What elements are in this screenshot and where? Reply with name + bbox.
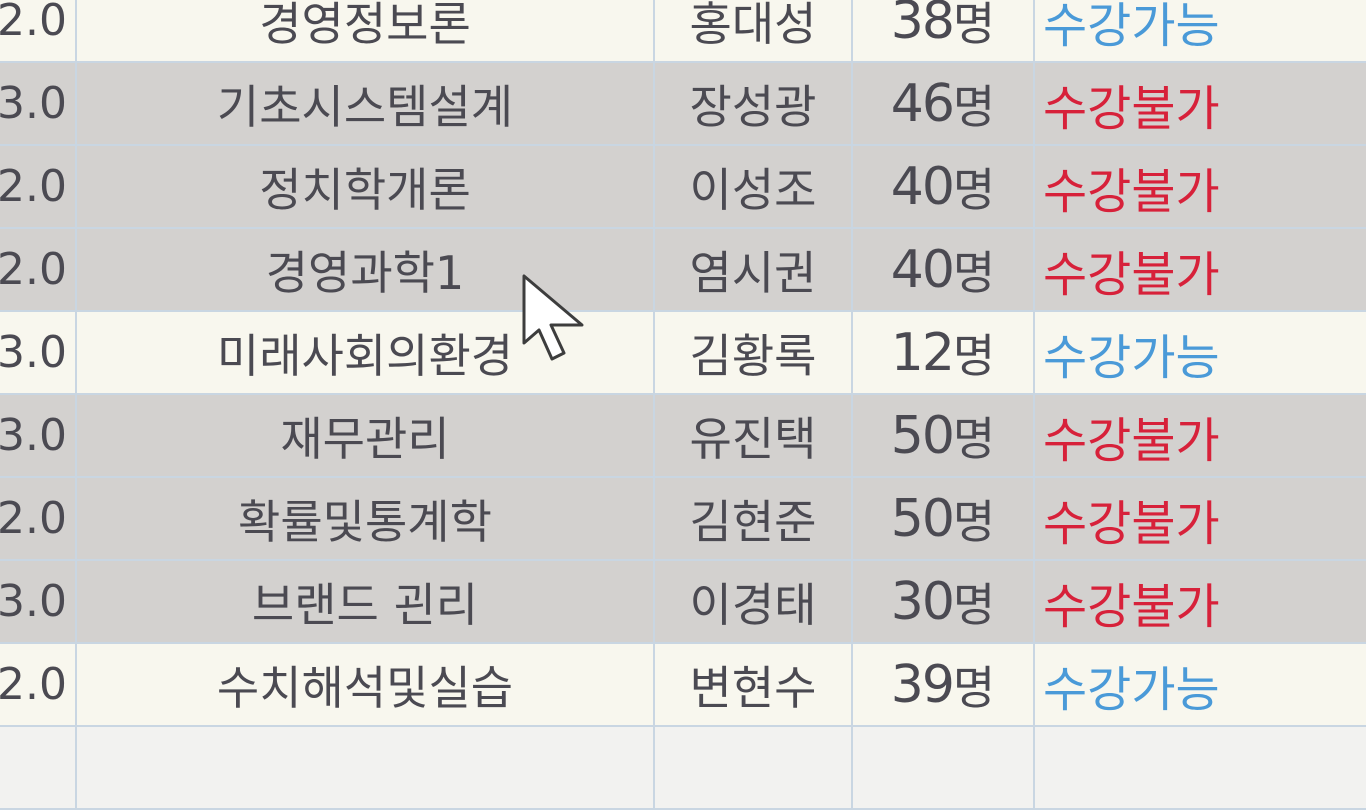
status-unavailable: 수강불가 bbox=[1043, 412, 1220, 469]
enrollment-count-cell: 38 명 bbox=[853, 0, 1035, 61]
table-row[interactable]: 2.0 경영정보론 홍대성 38 명 수강가능 bbox=[0, 0, 1366, 63]
enrollment-count-cell: 30 명 bbox=[853, 561, 1035, 642]
credit-cell: 3.0 bbox=[0, 561, 77, 642]
professor-cell: 유진택 bbox=[655, 395, 853, 476]
enrollment-count-cell: 40 명 bbox=[853, 146, 1035, 227]
professor-cell: 염시권 bbox=[655, 229, 853, 310]
enrollment-count-cell: 12 명 bbox=[853, 312, 1035, 393]
credit-cell: 2.0 bbox=[0, 478, 77, 559]
professor-cell: 홍대성 bbox=[655, 0, 853, 61]
enrollment-count-cell: 40 명 bbox=[853, 229, 1035, 310]
enrollment-count: 30 bbox=[890, 571, 955, 632]
status-unavailable: 수강불가 bbox=[1043, 578, 1220, 635]
enrollment-unit: 명 bbox=[952, 79, 996, 134]
status-available[interactable]: 수강가능 bbox=[1043, 329, 1220, 386]
status-available[interactable]: 수강가능 bbox=[1043, 0, 1220, 54]
enrollment-count: 38 bbox=[890, 0, 955, 51]
table-row[interactable]: 3.0 재무관리 유진택 50 명 수강불가 bbox=[0, 395, 1366, 478]
course-name-cell: 경영과학1 bbox=[77, 229, 655, 310]
professor-cell: 이성조 bbox=[655, 146, 853, 227]
credit-cell: 3.0 bbox=[0, 63, 77, 144]
credit-cell: 2.0 bbox=[0, 229, 77, 310]
enrollment-count: 12 bbox=[890, 322, 955, 383]
professor-cell: 김황록 bbox=[655, 312, 853, 393]
table-row[interactable]: 2.0 수치해석및실습 변현수 39 명 수강가능 bbox=[0, 644, 1366, 727]
enrollment-unit: 명 bbox=[952, 494, 996, 549]
enrollment-unit: 명 bbox=[952, 411, 996, 466]
enrollment-count: 46 bbox=[890, 73, 955, 134]
credit-cell: 3.0 bbox=[0, 312, 77, 393]
enrollment-unit: 명 bbox=[952, 245, 996, 300]
table-row[interactable]: 3.0 기초시스템설계 장성광 46 명 수강불가 bbox=[0, 63, 1366, 146]
course-name-cell: 경영정보론 bbox=[77, 0, 655, 61]
enrollment-count-cell: 46 명 bbox=[853, 63, 1035, 144]
credit-cell: 3.0 bbox=[0, 395, 77, 476]
professor-cell: 김현준 bbox=[655, 478, 853, 559]
course-name-cell: 재무관리 bbox=[77, 395, 655, 476]
enrollment-unit: 명 bbox=[952, 660, 996, 715]
status-available[interactable]: 수강가능 bbox=[1043, 661, 1220, 718]
professor-cell: 장성광 bbox=[655, 63, 853, 144]
enrollment-count: 40 bbox=[890, 156, 955, 217]
professor-cell: 이경태 bbox=[655, 561, 853, 642]
enrollment-count: 50 bbox=[890, 405, 955, 466]
course-name-cell: 정치학개론 bbox=[77, 146, 655, 227]
table-row[interactable]: 2.0 정치학개론 이성조 40 명 수강불가 bbox=[0, 146, 1366, 229]
mouse-pointer-icon bbox=[522, 274, 584, 361]
professor-cell: 변현수 bbox=[655, 644, 853, 725]
course-name-cell: 브랜드 괸리 bbox=[77, 561, 655, 642]
course-name-cell: 기초시스템설계 bbox=[77, 63, 655, 144]
enrollment-count-cell: 50 명 bbox=[853, 395, 1035, 476]
enrollment-unit: 명 bbox=[952, 577, 996, 632]
enrollment-unit: 명 bbox=[952, 162, 996, 217]
status-unavailable: 수강불가 bbox=[1043, 246, 1220, 303]
table-row[interactable]: 3.0 미래사회의환경 김황록 12 명 수강가능 bbox=[0, 312, 1366, 395]
credit-cell: 2.0 bbox=[0, 146, 77, 227]
credit-cell: 2.0 bbox=[0, 0, 77, 61]
table-row[interactable]: 2.0 경영과학1 염시권 40 명 수강불가 bbox=[0, 229, 1366, 312]
enrollment-count-cell: 50 명 bbox=[853, 478, 1035, 559]
status-unavailable: 수강불가 bbox=[1043, 163, 1220, 220]
enrollment-unit: 명 bbox=[952, 0, 996, 51]
status-unavailable: 수강불가 bbox=[1043, 495, 1220, 552]
enrollment-count: 50 bbox=[890, 488, 955, 549]
table-row[interactable]: 3.0 브랜드 괸리 이경태 30 명 수강불가 bbox=[0, 561, 1366, 644]
enrollment-unit: 명 bbox=[952, 328, 996, 383]
enrollment-count: 39 bbox=[890, 654, 955, 715]
credit-cell: 2.0 bbox=[0, 644, 77, 725]
course-name-cell: 미래사회의환경 bbox=[77, 312, 655, 393]
table-row[interactable]: 2.0 확률및통계학 김현준 50 명 수강불가 bbox=[0, 478, 1366, 561]
enrollment-count-cell: 39 명 bbox=[853, 644, 1035, 725]
status-unavailable: 수강불가 bbox=[1043, 80, 1220, 137]
table-row-partial bbox=[0, 727, 1366, 810]
enrollment-count: 40 bbox=[890, 239, 955, 300]
course-name-cell: 확률및통계학 bbox=[77, 478, 655, 559]
course-name-cell: 수치해석및실습 bbox=[77, 644, 655, 725]
